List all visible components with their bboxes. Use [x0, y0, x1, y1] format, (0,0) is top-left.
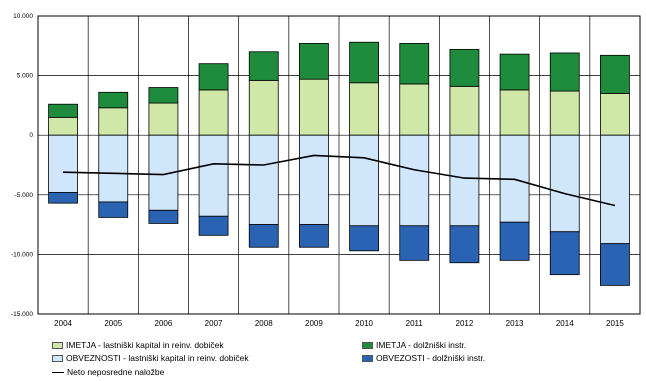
bar-liabilities-debt — [499, 221, 530, 261]
bar-assets-debt — [98, 91, 129, 109]
y-tick-label: -5.000 — [15, 192, 34, 199]
bar-assets-equity — [600, 93, 630, 136]
bar-liabilities-equity — [449, 134, 480, 227]
bar-assets-debt — [549, 52, 580, 92]
x-tick-label: 2006 — [155, 319, 173, 328]
bar-liabilities-equity — [399, 134, 430, 227]
bar-assets-equity — [499, 89, 530, 136]
legend-label-liabilities-debt: OBVEZOSTI - dolžniški instr. — [376, 353, 486, 363]
legend-label-net-fdi: Neto neposredne naložbe — [67, 367, 165, 377]
bar-assets-equity — [349, 82, 379, 136]
x-tick-label: 2007 — [205, 319, 223, 328]
bar-assets-equity — [449, 85, 480, 136]
legend-swatch-assets-debt — [362, 341, 373, 349]
bar-assets-equity — [98, 107, 129, 136]
legend-label-assets-equity: IMETJA - lastniški kapital in reinv. dob… — [66, 340, 224, 350]
bar-liabilities-equity — [198, 134, 229, 217]
bar-liabilities-debt — [248, 224, 279, 248]
x-tick-label: 2012 — [456, 319, 474, 328]
bar-liabilities-debt — [549, 231, 580, 276]
bar-assets-debt — [148, 87, 179, 104]
legend-item-net-fdi: Neto neposredne naložbe — [52, 367, 164, 377]
bar-assets-debt — [449, 48, 480, 87]
bar-liabilities-equity — [299, 134, 329, 225]
x-tick-label: 2004 — [54, 319, 72, 328]
bar-assets-equity — [198, 89, 229, 136]
bar-assets-debt — [198, 63, 229, 91]
y-tick-label: -10.000 — [11, 251, 33, 258]
bar-assets-equity — [148, 102, 179, 136]
bar-assets-equity — [549, 90, 580, 136]
bar-liabilities-equity — [349, 134, 379, 227]
bar-assets-equity — [399, 83, 430, 136]
bar-assets-debt — [299, 43, 329, 80]
legend-swatch-liabilities-equity — [52, 354, 63, 362]
bar-liabilities-debt — [48, 192, 78, 204]
x-tick-label: 2008 — [255, 319, 273, 328]
bar-liabilities-debt — [198, 215, 229, 236]
bar-assets-equity — [48, 116, 78, 136]
y-tick-label: 10.000 — [13, 13, 33, 20]
bar-assets-debt — [600, 54, 630, 94]
bar-liabilities-equity — [600, 134, 630, 245]
bar-liabilities-equity — [48, 134, 78, 193]
y-tick-label: 5.000 — [17, 73, 34, 80]
bar-liabilities-equity — [549, 134, 580, 233]
legend-label-assets-debt: IMETJA - dolžniški instr. — [376, 340, 467, 350]
bar-assets-debt — [499, 53, 530, 91]
x-tick-label: 2009 — [305, 319, 323, 328]
x-tick-label: 2013 — [506, 319, 524, 328]
x-tick-label: 2014 — [556, 319, 574, 328]
bar-assets-debt — [399, 43, 430, 85]
legend-swatch-assets-equity — [52, 341, 63, 349]
legend-item-assets-debt: IMETJA - dolžniški instr. — [362, 340, 466, 350]
bar-assets-equity — [299, 78, 329, 136]
legend-item-liabilities-equity: OBVEZNOSTI - lastniški kapital in reinv.… — [52, 353, 249, 363]
net-fdi-line — [63, 154, 616, 207]
bar-assets-equity — [248, 79, 279, 136]
bar-liabilities-debt — [148, 209, 179, 224]
bar-liabilities-debt — [399, 225, 430, 261]
legend-swatch-liabilities-debt — [362, 354, 373, 362]
chart-svg: 10.000 5.000 0 -5.000 -10.000 -15.000 2004 2005… — [11, 13, 641, 328]
bar-liabilities-debt — [600, 243, 630, 286]
legend-swatch-net-fdi — [52, 371, 64, 373]
bar-liabilities-debt — [299, 224, 329, 248]
x-tick-label: 2010 — [355, 319, 373, 328]
y-tick-label: 0 — [29, 132, 33, 139]
bar-assets-debt — [48, 103, 78, 118]
bar-liabilities-debt — [98, 201, 129, 218]
legend-label-liabilities-equity: OBVEZNOSTI - lastniški kapital in reinv.… — [66, 353, 249, 363]
bar-assets-debt — [349, 41, 379, 84]
bar-liabilities-equity — [98, 134, 129, 203]
bar-liabilities-equity — [248, 134, 279, 225]
x-tick-label: 2005 — [104, 319, 122, 328]
legend-item-assets-equity: IMETJA - lastniški kapital in reinv. dob… — [52, 340, 224, 350]
y-tick-label: -15.000 — [11, 311, 33, 318]
legend-item-liabilities-debt: OBVEZOSTI - dolžniški instr. — [362, 353, 485, 363]
x-tick-label: 2011 — [406, 319, 424, 328]
bar-assets-debt — [248, 51, 279, 81]
bar-liabilities-debt — [449, 225, 480, 264]
bar-liabilities-debt — [349, 225, 379, 252]
x-tick-label: 2015 — [606, 319, 624, 328]
